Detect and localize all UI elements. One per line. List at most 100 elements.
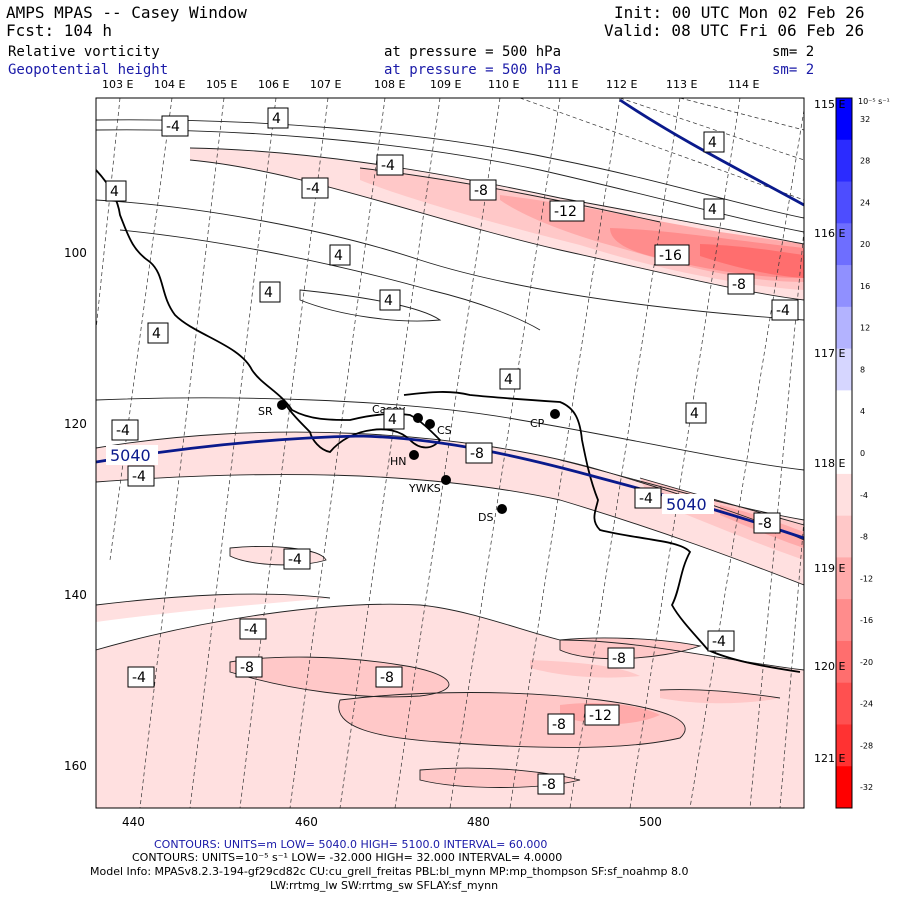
svg-text:-8: -8 [240, 660, 254, 676]
colorbar-cell [836, 181, 852, 224]
vorticity-label: -8 [547, 713, 575, 735]
lon-label: 115 E [814, 98, 845, 111]
model-info-2: LW:rrtmg_lw SW:rrtmg_sw SFLAY:sf_mynn [270, 879, 499, 892]
vorticity-label: 4 [329, 244, 351, 266]
vorticity-contour-info: CONTOURS: UNITS=10⁻⁵ s⁻¹ LOW= -32.000 HI… [132, 851, 563, 864]
colorbar-labels: 32 28 24 20 16 12 8 4 0 -4 -8 -12 -16 -20 -24 -28 -32 [860, 115, 873, 792]
svg-text:4: 4 [264, 285, 273, 301]
colorbar-label: -4 [860, 491, 868, 500]
vorticity-label: -8 [235, 656, 263, 678]
svg-text:-8: -8 [552, 717, 566, 733]
lon-label: 113 E [666, 78, 698, 91]
vorticity-label: -4 [376, 154, 404, 176]
vorticity-label: -8 [607, 647, 635, 669]
svg-text:4: 4 [708, 202, 717, 218]
vorticity-label: -4 [301, 177, 329, 199]
x-tick: 500 [639, 815, 662, 829]
lon-label: 120 E [814, 660, 845, 673]
colorbar-cell [836, 265, 852, 308]
station-label: CP [530, 417, 545, 430]
svg-text:4: 4 [388, 412, 397, 428]
vorticity-label: -12 [584, 704, 620, 726]
height-contour-label: 5040 [110, 446, 151, 465]
svg-text:-4: -4 [639, 491, 653, 507]
valid-time: Valid: 08 UTC Fri 06 Feb 26 [604, 21, 865, 40]
lon-label: 118 E [814, 457, 845, 470]
colorbar-cell [836, 348, 852, 391]
svg-text:-8: -8 [732, 277, 746, 293]
field1-level: at pressure = 500 hPa [384, 44, 562, 60]
colorbar-cell [836, 766, 852, 809]
lon-label: 119 E [814, 562, 845, 575]
svg-text:-4: -4 [166, 119, 180, 135]
svg-text:-4: -4 [132, 469, 146, 485]
lon-label: 117 E [814, 347, 845, 360]
longitude-grid [96, 98, 804, 808]
vorticity-label: 4 [703, 198, 725, 220]
station-marker-ds [497, 504, 507, 514]
svg-text:-4: -4 [381, 158, 395, 174]
colorbar-label: 0 [860, 449, 865, 458]
svg-text:-4: -4 [132, 670, 146, 686]
svg-text:4: 4 [504, 372, 513, 388]
geopotential-height-contour [619, 98, 804, 207]
vorticity-label: -8 [375, 666, 403, 688]
colorbar-cell [836, 515, 852, 558]
lon-label: 103 E [102, 78, 134, 91]
init-time: Init: 00 UTC Mon 02 Feb 26 [614, 3, 865, 22]
vorticity-label: 4 [267, 107, 289, 129]
colorbar-label: -8 [860, 533, 868, 542]
colorbar-cell [836, 640, 852, 684]
vorticity-label: -4 [161, 115, 189, 137]
svg-text:4: 4 [708, 135, 717, 151]
svg-text:4: 4 [690, 406, 699, 422]
station-marker-casey [413, 413, 423, 423]
vorticity-label: 4 [147, 322, 169, 344]
vorticity-label: 4 [685, 402, 707, 424]
lon-label: 121 E [814, 752, 845, 765]
height-contour-label: 5040 [666, 495, 707, 514]
svg-text:4: 4 [334, 248, 343, 264]
colorbar-cell [836, 557, 852, 600]
svg-text:-8: -8 [474, 183, 488, 199]
lon-label: 116 E [814, 227, 845, 240]
colorbar-cell [836, 306, 852, 350]
colorbar-label: 20 [860, 240, 870, 249]
colorbar-label: -16 [860, 616, 873, 625]
vorticity-label: 4 [383, 408, 405, 430]
station-marker-sr [277, 400, 287, 410]
field1-name: Relative vorticity [8, 44, 160, 60]
colorbar-label: 16 [860, 282, 870, 291]
colorbar-cell [836, 139, 852, 183]
svg-text:4: 4 [272, 111, 281, 127]
x-tick: 480 [467, 815, 490, 829]
vorticity-label: -4 [100, 692, 120, 712]
field2-smoothing: sm= 2 [772, 62, 815, 78]
vorticity-label: -4 [634, 487, 662, 509]
lon-label: 112 E [606, 78, 638, 91]
coastline [96, 169, 801, 673]
colorbar-cell [836, 682, 852, 725]
lon-label: 109 E [430, 78, 462, 91]
svg-text:-8: -8 [380, 670, 394, 686]
vorticity-label: -4 [127, 666, 155, 688]
station-marker-ywks [441, 475, 451, 485]
lon-label: 106 E [258, 78, 290, 91]
colorbar-cell [836, 432, 852, 475]
lon-label: 107 E [310, 78, 342, 91]
lon-label: 114 E [728, 78, 760, 91]
vorticity-label: -8 [727, 273, 755, 295]
field2-level: at pressure = 500 hPa [384, 62, 562, 78]
colorbar-label: -28 [860, 741, 873, 750]
colorbar-label: 24 [860, 198, 870, 207]
x-tick: 440 [122, 815, 145, 829]
svg-text:-4: -4 [306, 181, 320, 197]
colorbar [835, 97, 853, 809]
station-marker-cs [425, 419, 435, 429]
station-label: HN [390, 455, 407, 468]
vorticity-label: -4 [111, 419, 139, 441]
vorticity-label: 4 [105, 180, 127, 202]
forecast-hour: Fcst: 104 h [6, 21, 112, 40]
colorbar-unit: 10⁻⁵ s⁻¹ [858, 97, 890, 106]
lon-label: 105 E [206, 78, 238, 91]
